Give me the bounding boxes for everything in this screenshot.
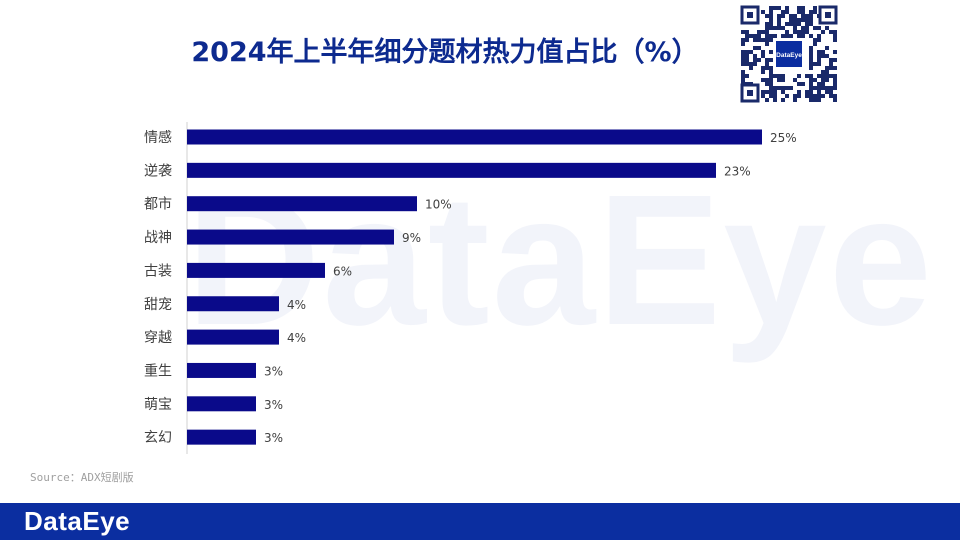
- chart-title: 2024年上半年细分题材热力值占比（%）: [191, 37, 699, 68]
- bar: [187, 429, 256, 445]
- source-note: Source：ADX短剧版: [30, 471, 134, 484]
- data-label: 3%: [264, 364, 283, 378]
- bar: [187, 229, 394, 245]
- bar: [187, 162, 716, 178]
- category-label: 都市: [144, 196, 172, 213]
- data-label: 23%: [724, 164, 751, 178]
- category-label: 逆袭: [144, 163, 172, 179]
- bar: [187, 262, 325, 278]
- category-label: 穿越: [144, 330, 172, 346]
- bar: [187, 296, 279, 312]
- data-label: 9%: [402, 231, 421, 245]
- bar: [187, 129, 762, 145]
- category-label: 古装: [144, 263, 172, 279]
- data-label: 10%: [425, 198, 452, 212]
- data-label: 6%: [333, 264, 352, 278]
- category-label: 情感: [144, 129, 172, 146]
- qr-center-logo: DataEye: [776, 52, 802, 59]
- footer-bar: DataEye: [0, 503, 960, 540]
- bar: [187, 396, 256, 412]
- data-label: 4%: [287, 298, 306, 312]
- bar: [187, 329, 279, 345]
- category-label: 玄幻: [144, 429, 172, 446]
- bar: [187, 362, 256, 378]
- category-label: 战神: [144, 230, 172, 246]
- data-label: 25%: [770, 131, 797, 145]
- category-label: 甜宠: [144, 297, 172, 313]
- footer-logo: DataEye: [24, 506, 131, 536]
- category-label: 重生: [144, 363, 172, 379]
- data-label: 4%: [287, 331, 306, 345]
- qr-code: DataEye: [740, 5, 838, 103]
- data-label: 3%: [264, 398, 283, 412]
- category-label: 萌宝: [144, 397, 172, 413]
- data-label: 3%: [264, 431, 283, 445]
- bar: [187, 196, 417, 212]
